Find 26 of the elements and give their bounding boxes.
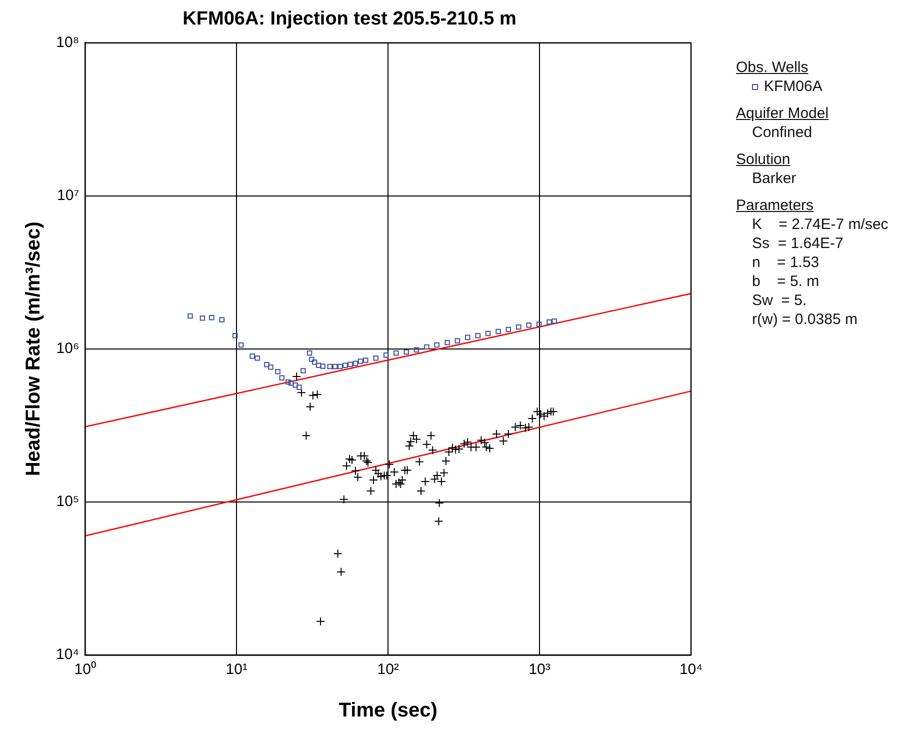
text: Solution	[736, 150, 792, 169]
text: n = 1.53	[751, 253, 820, 272]
text: Ss = 1.64E-7	[751, 234, 844, 253]
x-tick-label: 10²	[377, 661, 399, 678]
text: r(w) = 0.0385 m	[751, 310, 858, 329]
y-tick-label: 10⁴	[56, 646, 80, 664]
text: Sw = 5.	[751, 291, 808, 310]
x-tick-label: 10⁴	[679, 661, 703, 678]
x-tick-label: 10³	[528, 661, 550, 678]
x-tick-label: 10⁰	[74, 661, 96, 678]
text: Barker	[751, 169, 798, 188]
legend-label: KFM06A	[763, 77, 824, 96]
text: Confined	[751, 123, 814, 142]
y-axis-title: Head/Flow Rate (m/m³/sec)	[22, 222, 45, 476]
text: Aquifer Model	[736, 104, 830, 123]
chart-title: KFM06A: Injection test 205.5-210.5 m	[182, 8, 516, 30]
y-tick-label: 10⁸	[56, 34, 80, 51]
text: b = 5. m	[751, 272, 820, 291]
text: Parameters	[736, 196, 815, 215]
y-tick-label: 10⁶	[56, 340, 80, 358]
x-axis-title: Time (sec)	[338, 700, 438, 722]
legend-title: Obs. Wells	[736, 58, 810, 77]
y-tick-label: 10⁵	[56, 493, 80, 510]
y-tick-label: 10⁷	[57, 186, 80, 204]
x-tick-label: 10¹	[226, 661, 248, 678]
text: K = 2.74E-7 m/sec	[751, 215, 888, 234]
